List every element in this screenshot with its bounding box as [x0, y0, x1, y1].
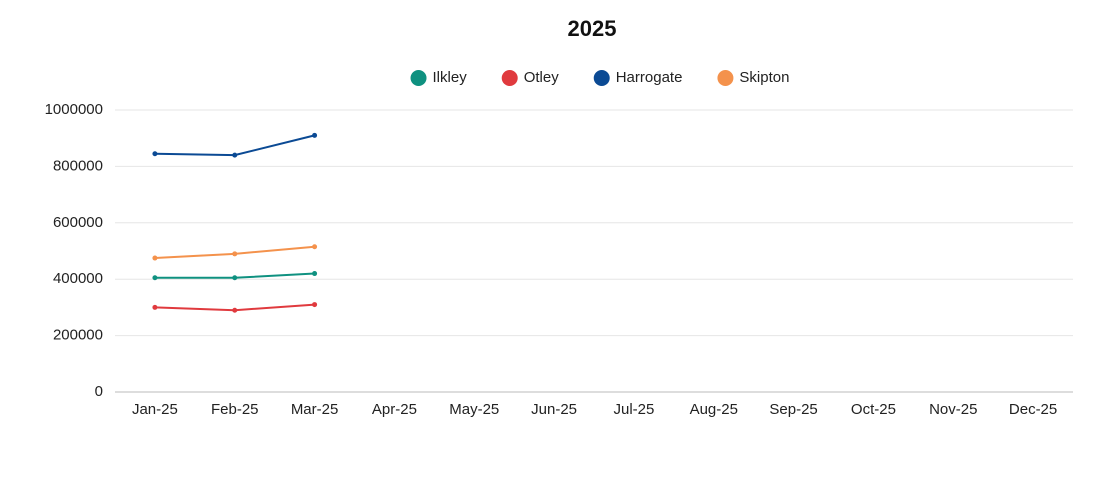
- legend-swatch: [593, 70, 610, 86]
- series-line: [154, 134, 315, 157]
- data-point: [232, 251, 238, 257]
- data-point: [312, 271, 318, 277]
- y-tick-label: 600000: [53, 214, 103, 231]
- x-tick-label: Feb-25: [211, 401, 259, 418]
- x-tick-label: Sep-25: [769, 401, 817, 418]
- x-tick-label: Apr-25: [372, 401, 417, 418]
- x-tick-label: Jan-25: [132, 401, 178, 418]
- y-tick-label: 1000000: [45, 101, 103, 118]
- x-tick-label: Jun-25: [531, 401, 577, 418]
- data-point: [152, 304, 158, 310]
- legend-swatch: [501, 70, 518, 86]
- x-tick-label: Mar-25: [291, 401, 339, 418]
- y-tick-label: 0: [95, 383, 103, 400]
- data-point: [232, 307, 238, 313]
- legend-swatch: [717, 70, 734, 86]
- chart-title: 2025: [568, 16, 617, 41]
- x-tick-label: Jul-25: [613, 401, 654, 418]
- y-tick-label: 200000: [53, 327, 103, 344]
- data-point: [232, 275, 238, 281]
- x-tick-label: Aug-25: [690, 401, 738, 418]
- legend-label: Harrogate: [616, 69, 683, 86]
- data-point: [312, 302, 318, 308]
- data-point: [232, 152, 238, 158]
- x-tick-label: Dec-25: [1009, 401, 1057, 418]
- data-point: [152, 255, 158, 261]
- x-tick-label: May-25: [449, 401, 499, 418]
- legend-label: Ilkley: [433, 69, 468, 86]
- legend-swatch: [410, 70, 427, 86]
- data-point: [312, 244, 318, 250]
- data-point: [152, 275, 158, 281]
- y-tick-label: 800000: [53, 157, 103, 174]
- legend-label: Skipton: [739, 69, 789, 86]
- legend-label: Otley: [524, 69, 560, 86]
- y-tick-label: 400000: [53, 270, 103, 287]
- x-tick-label: Oct-25: [851, 401, 896, 418]
- x-tick-label: Nov-25: [929, 401, 977, 418]
- data-point: [312, 132, 318, 138]
- data-point: [152, 151, 158, 157]
